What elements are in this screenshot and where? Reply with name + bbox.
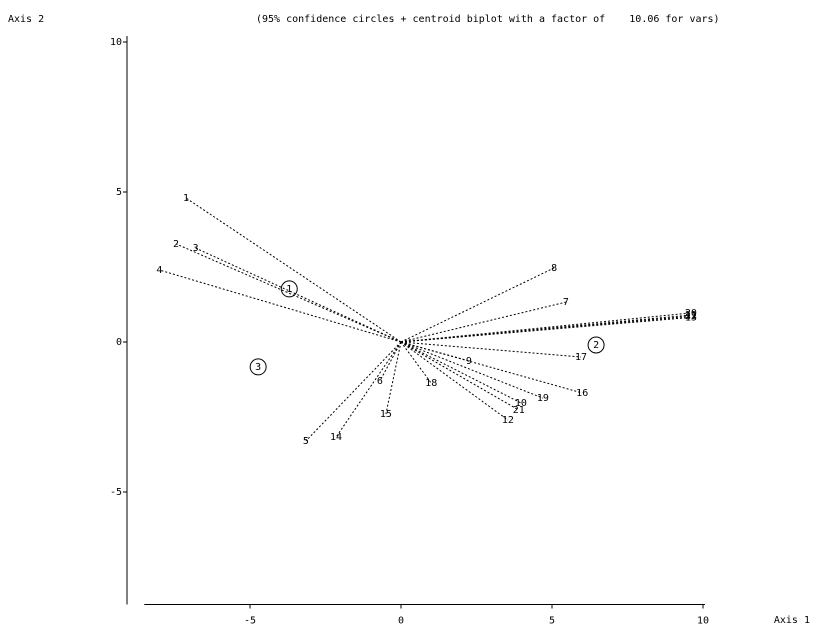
variable-label: 10 — [515, 398, 527, 409]
variable-vector — [385, 341, 402, 415]
x-axis-label: Axis 1 — [774, 615, 810, 626]
variable-label: 19 — [537, 393, 549, 404]
centroid-label: 3 — [255, 362, 261, 373]
chart-title: (95% confidence circles + centroid biplo… — [256, 14, 720, 25]
variable-label: 2 — [173, 239, 179, 250]
x-tick-label: 0 — [398, 616, 404, 626]
variable-vector — [305, 341, 402, 442]
variable-vector — [379, 341, 402, 382]
x-tick-label: 10 — [697, 616, 709, 626]
variable-label: 1 — [183, 193, 189, 204]
variable-vector — [400, 301, 567, 343]
variable-label: 15 — [380, 409, 392, 420]
variable-label: 8 — [551, 263, 557, 274]
variable-vector — [195, 247, 402, 343]
y-tick-label: -5 — [110, 487, 122, 498]
variable-vector — [400, 341, 509, 421]
centroid-circle — [280, 280, 298, 298]
variable-vector — [400, 341, 432, 384]
variable-label: 14 — [330, 432, 342, 443]
y-axis-label: Axis 2 — [8, 14, 44, 25]
variable-label: 22 — [685, 311, 697, 322]
variable-vector — [400, 341, 583, 394]
variable-vector — [400, 341, 520, 411]
variable-label: 13 — [685, 312, 697, 323]
variable-label: 12 — [502, 415, 514, 426]
variable-vector — [400, 341, 470, 362]
variable-vector — [400, 267, 555, 343]
centroid-circle — [587, 336, 605, 354]
centroid-circle — [249, 358, 267, 376]
variable-vector — [335, 341, 402, 438]
variable-label: 18 — [425, 378, 437, 389]
variable-vector — [400, 341, 544, 399]
centroid-label: 1 — [286, 284, 292, 295]
variable-label: 3 — [193, 243, 199, 254]
variable-label: 9 — [466, 356, 472, 367]
x-tick-label: -5 — [244, 616, 256, 626]
x-tick-label: 5 — [549, 616, 555, 626]
variable-vector — [400, 315, 691, 343]
variable-label: 16 — [576, 388, 588, 399]
variable-label: 17 — [575, 352, 587, 363]
variable-label: 6 — [377, 376, 383, 387]
variable-label: 21 — [513, 405, 525, 416]
variable-vector — [159, 269, 402, 343]
centroid-label: 2 — [593, 340, 599, 351]
variable-label: 5 — [303, 436, 309, 447]
y-tick-label: 10 — [110, 37, 122, 48]
variable-label: 20 — [685, 308, 697, 319]
variable-vector — [175, 243, 402, 343]
y-tick-label: 5 — [116, 187, 122, 198]
variable-label: 7 — [563, 297, 569, 308]
variable-vector — [400, 314, 691, 343]
variable-vector — [400, 312, 691, 343]
variable-vector — [185, 197, 402, 343]
variable-label: 11 — [685, 310, 697, 321]
variable-label: 4 — [156, 265, 162, 276]
variable-vector — [400, 341, 522, 404]
y-tick-label: 0 — [116, 337, 122, 348]
